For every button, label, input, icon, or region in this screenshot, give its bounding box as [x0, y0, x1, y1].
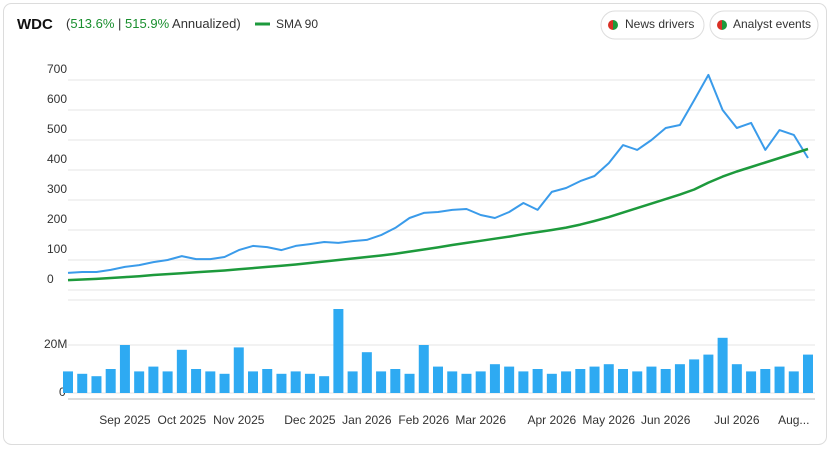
x-tick-label: Jun 2026	[641, 413, 691, 427]
card	[3, 3, 827, 445]
volume-bar	[148, 366, 159, 393]
volume-bar	[304, 373, 315, 393]
ticker: WDC	[17, 16, 53, 33]
analyst-button[interactable]: Analyst events	[709, 10, 819, 40]
volume-bar	[632, 371, 643, 393]
icon	[717, 20, 722, 30]
volume-bar	[689, 359, 700, 393]
volume-bar	[248, 371, 258, 393]
x-tick-label: Dec 2025	[284, 413, 336, 427]
volume-bar	[731, 364, 742, 393]
legend-label: SMA 90	[276, 17, 318, 31]
x-tick-label: Mar 2026	[455, 413, 506, 427]
volume-bar	[205, 371, 216, 393]
button-label[interactable]: News drivers	[625, 17, 694, 31]
x-tick-label: Feb 2026	[398, 413, 449, 427]
volume-bar	[674, 364, 685, 393]
x-tick-label: Jul 2026	[714, 413, 760, 427]
volume-bar	[176, 349, 187, 393]
volume-bar	[504, 366, 515, 393]
sma-line	[67, 147, 809, 282]
volume-bar	[433, 366, 443, 393]
volume-bar	[774, 366, 785, 393]
volume-bar	[646, 366, 657, 393]
volume-bar	[233, 347, 244, 393]
volume-bar	[760, 369, 771, 393]
volume-bar	[91, 376, 102, 393]
volume-bar	[489, 364, 500, 393]
news-button[interactable]: News drivers	[600, 10, 705, 40]
y-tick-label: 300	[47, 182, 67, 196]
volume-bar	[546, 373, 557, 393]
volume-bar	[333, 309, 344, 393]
button-label[interactable]: Analyst events	[733, 17, 811, 31]
volume-bar	[105, 369, 116, 393]
volume-bar	[77, 373, 88, 393]
y-tick-label: 600	[47, 92, 67, 106]
volume-bar	[518, 371, 529, 393]
x-tick-label: Nov 2025	[213, 413, 265, 427]
volume-bar	[561, 371, 572, 393]
volume-bar	[219, 373, 230, 393]
volume-bar	[276, 373, 287, 393]
volume-bar	[162, 371, 173, 393]
volume-bar	[703, 354, 714, 393]
volume-bar	[262, 369, 273, 393]
volume-bar	[418, 345, 429, 393]
y-tick-label: 0	[47, 272, 54, 286]
volume-bar	[390, 369, 401, 393]
y2-tick-label: 20M	[44, 337, 67, 351]
volume-bar	[475, 371, 486, 393]
volume-bar	[717, 337, 728, 393]
icon	[613, 20, 618, 30]
paren: (	[66, 16, 71, 31]
annualized-return: 515.9%	[125, 16, 170, 31]
y-tick-label: 200	[47, 212, 67, 226]
volume-bar	[746, 371, 757, 393]
volume-bar	[404, 373, 415, 393]
volume-bar	[361, 352, 372, 393]
returns: (513.6% | 515.9% Annualized)	[66, 16, 241, 31]
icon	[722, 20, 727, 30]
x-tick-label: Jan 2026	[342, 413, 392, 427]
x-tick-label: Apr 2026	[527, 413, 576, 427]
volume-bar	[575, 369, 586, 393]
volume-bar	[447, 371, 458, 393]
volume-bar	[618, 369, 628, 393]
volume-bar	[290, 371, 301, 393]
volume-bar	[376, 371, 387, 393]
volume-bar	[319, 376, 330, 393]
x-tick-label: Aug...	[778, 413, 809, 427]
volume-bar	[803, 354, 813, 393]
y-tick-label: 400	[47, 152, 67, 166]
y2-tick-label: 0	[59, 385, 66, 399]
volume-bar	[589, 366, 600, 393]
icon	[608, 20, 613, 30]
button-bg[interactable]	[709, 10, 819, 40]
x-tick-label: May 2026	[582, 413, 635, 427]
annualized-label: Annualized)	[169, 16, 241, 31]
y-tick-label: 100	[47, 242, 67, 256]
volume-bar	[191, 369, 202, 393]
volume-bar	[119, 345, 130, 393]
volume-bar	[461, 373, 472, 393]
volume-bar	[603, 364, 614, 393]
y-tick-label: 500	[47, 122, 67, 136]
x-tick-label: Sep 2025	[99, 413, 151, 427]
volume-bar	[788, 371, 799, 393]
y-tick-label: 700	[47, 62, 67, 76]
button-bg[interactable]	[600, 10, 705, 40]
volume-bar	[63, 371, 73, 393]
volume-bar	[347, 371, 358, 393]
separator: |	[114, 16, 125, 31]
x-tick-label: Oct 2025	[157, 413, 206, 427]
volume-bar	[134, 371, 145, 393]
total-return: 513.6%	[70, 16, 115, 31]
volume-bar	[532, 369, 543, 393]
volume-bar	[660, 369, 671, 393]
price-line	[67, 73, 809, 274]
